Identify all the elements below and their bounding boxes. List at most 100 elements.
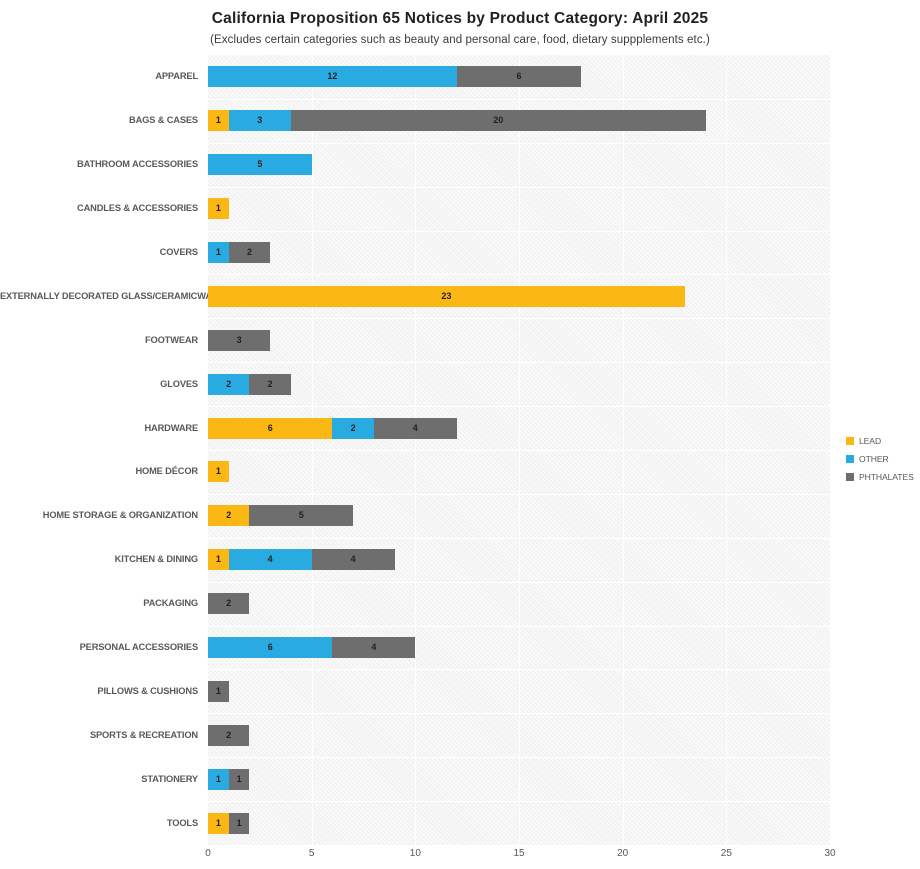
category-label: STATIONERY (141, 773, 198, 784)
bar-row: TOOLS 1 1 (0, 812, 920, 834)
legend-swatch-icon (846, 437, 854, 445)
bar-segment-phthalates[interactable]: 2 (208, 724, 250, 746)
bar-segment-other[interactable]: 2 (208, 373, 250, 395)
gridline-horizontal (208, 142, 830, 144)
stacked-bar[interactable]: 1 4 4 (208, 549, 395, 571)
category-label: PERSONAL ACCESSORIES (79, 642, 199, 652)
gridline-horizontal (208, 98, 830, 100)
stacked-bar[interactable]: 1 (208, 461, 229, 483)
bar-segment-phthalates[interactable]: 2 (249, 373, 291, 395)
x-axis-tick-label: 15 (513, 848, 525, 859)
bar-row: HOME STORAGE & ORGANIZATION 2 5 (0, 505, 920, 527)
bar-segment-phthalates[interactable]: 6 (456, 66, 582, 88)
stacked-bar[interactable]: 1 (208, 680, 229, 702)
bar-value-label: 4 (267, 554, 273, 565)
bar-row: HARDWARE 6 2 4 (0, 417, 920, 439)
bar-segment-lead[interactable]: 2 (208, 505, 250, 527)
stacked-bar[interactable]: 1 3 20 (208, 110, 706, 132)
bar-segment-other[interactable]: 4 (228, 549, 312, 571)
bar-segment-phthalates[interactable]: 1 (208, 680, 229, 702)
bar-value-label: 1 (215, 554, 221, 565)
legend-label: PHTHALATES (859, 472, 914, 482)
bar-segment-lead[interactable]: 23 (208, 285, 685, 307)
gridline-horizontal (208, 318, 830, 320)
bar-value-label: 1 (215, 817, 221, 828)
bar-segment-lead[interactable]: 6 (208, 417, 333, 439)
x-axis-tick-label: 20 (617, 848, 629, 859)
bar-value-label: 6 (267, 642, 273, 652)
bar-value-label: 2 (226, 729, 232, 740)
bar-row: GLOVES 2 2 (0, 373, 920, 395)
bar-segment-lead[interactable]: 1 (208, 110, 229, 132)
stacked-bar[interactable]: 3 (208, 329, 271, 351)
category-label: FOOTWEAR (144, 334, 198, 345)
gridline-vertical (830, 55, 831, 845)
legend-swatch-icon (846, 473, 854, 481)
category-label: SPORTS & RECREATION (89, 729, 198, 740)
stacked-bar[interactable]: 6 2 4 (208, 417, 457, 439)
bar-segment-phthalates[interactable]: 4 (332, 637, 416, 658)
bar-value-label: 2 (350, 422, 356, 433)
gridline-horizontal (208, 406, 830, 408)
bar-value-label: 3 (236, 334, 242, 345)
gridline-horizontal (208, 493, 830, 495)
x-axis-tick-label: 30 (824, 848, 836, 859)
bar-segment-other[interactable]: 2 (332, 417, 374, 439)
stacked-bar[interactable]: 23 (208, 285, 685, 307)
stacked-bar[interactable]: 2 (208, 724, 250, 746)
bar-segment-other[interactable]: 6 (208, 637, 333, 658)
legend: LEAD OTHER PHTHALATES (846, 432, 920, 486)
bar-segment-other[interactable]: 12 (208, 66, 457, 88)
bar-segment-phthalates[interactable]: 2 (208, 593, 250, 615)
bar-segment-other[interactable]: 1 (208, 768, 229, 790)
bar-value-label: 1 (215, 685, 221, 696)
bar-segment-phthalates[interactable]: 2 (228, 242, 271, 263)
bar-segment-lead[interactable]: 1 (208, 812, 229, 834)
bar-row: EXTERNALLY DECORATED GLASS/CERAMICWARE 23 (0, 285, 920, 307)
bar-segment-other[interactable]: 3 (228, 110, 291, 132)
bar-value-label: 23 (441, 290, 452, 301)
stacked-bar[interactable]: 12 6 (208, 66, 582, 88)
bar-segment-phthalates[interactable]: 5 (249, 505, 354, 527)
bar-segment-phthalates[interactable]: 1 (228, 812, 250, 834)
gridline-horizontal (208, 186, 830, 188)
legend-item[interactable]: PHTHALATES (846, 468, 920, 486)
category-label: HOME STORAGE & ORGANIZATION (42, 510, 198, 521)
bar-row: PACKAGING 2 (0, 593, 920, 615)
bar-segment-lead[interactable]: 1 (208, 198, 229, 220)
category-label: PILLOWS & CUSHIONS (97, 685, 198, 696)
legend-item[interactable]: OTHER (846, 450, 920, 468)
bar-row: CANDLES & ACCESSORIES 1 (0, 198, 920, 220)
bar-segment-phthalates[interactable]: 3 (208, 329, 271, 351)
bar-row: BATHROOM ACCESSORIES 5 (0, 154, 920, 176)
bar-segment-lead[interactable]: 1 (208, 461, 229, 483)
chart-header: California Proposition 65 Notices by Pro… (0, 0, 920, 46)
bar-value-label: 6 (267, 422, 273, 433)
bar-segment-phthalates[interactable]: 20 (290, 110, 706, 132)
category-label: HARDWARE (144, 422, 198, 433)
bar-segment-other[interactable]: 1 (208, 242, 229, 263)
category-label: GLOVES (160, 378, 198, 389)
legend-label: LEAD (859, 436, 882, 446)
bar-value-label: 2 (267, 378, 273, 389)
bar-segment-other[interactable]: 5 (208, 154, 312, 176)
bar-segment-lead[interactable]: 1 (208, 549, 229, 571)
stacked-bar[interactable]: 5 (208, 154, 312, 176)
stacked-bar[interactable]: 1 (208, 198, 229, 220)
bar-value-label: 2 (226, 378, 232, 389)
bar-value-label: 3 (257, 115, 263, 126)
bar-segment-phthalates[interactable]: 4 (373, 417, 457, 439)
chart-title: California Proposition 65 Notices by Pro… (211, 10, 709, 27)
bar-value-label: 6 (516, 71, 522, 82)
bar-segment-phthalates[interactable]: 4 (311, 549, 395, 571)
stacked-bar[interactable]: 2 (208, 593, 250, 615)
legend-item[interactable]: LEAD (846, 432, 920, 450)
bar-segment-phthalates[interactable]: 1 (228, 768, 250, 790)
